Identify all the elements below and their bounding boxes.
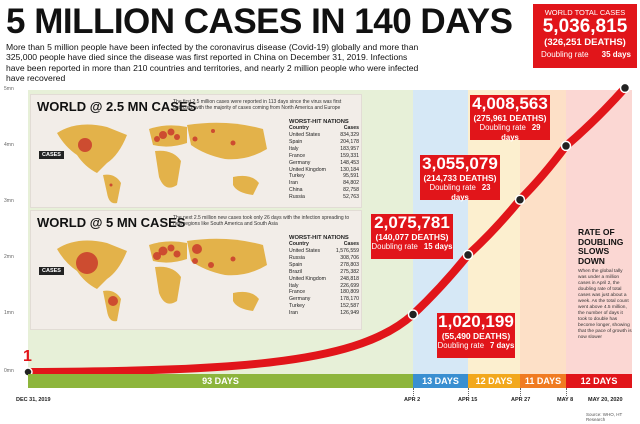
y-tick-label: 5mn (4, 86, 14, 92)
data-point (514, 194, 526, 205)
table-row: France 159,331 (289, 152, 359, 159)
x-date-label: APR 2 (404, 397, 421, 403)
data-point (619, 82, 631, 94)
page-subtitle: More than 5 million people have been inf… (6, 42, 419, 84)
callout-doubling-rate: Doubling rate 15 days (371, 242, 453, 251)
callout-2mn: 2,075,781 (140,077 DEATHS) Doubling rate… (371, 214, 453, 259)
x-date-label: APR 15 (458, 397, 478, 403)
y-tick-label: 0mn (4, 368, 14, 374)
y-tick-label: 1mn (4, 310, 14, 316)
callout-doubling-rate: Doubling rate 29 days (479, 123, 541, 142)
table-row: Spain 278,803 (289, 261, 359, 268)
table-row: United States 1,576,559 (289, 248, 359, 254)
table-row: Germany 148,453 (289, 159, 359, 166)
worst-hit-table: WORST-HIT NATIONS Country Cases United St… (289, 119, 359, 201)
total-cases: 5,036,815 (542, 16, 628, 37)
data-point (462, 249, 474, 261)
world-total-box: WORLD TOTAL CASES 5,036,815 (326,251 DEA… (533, 4, 637, 68)
data-point (407, 309, 419, 320)
date-tick (520, 388, 521, 396)
callout-deaths: (55,490 DEATHS) (441, 331, 511, 341)
callout-deaths: (275,961 DEATHS) (473, 113, 547, 123)
table-row: United States 834,329 (289, 132, 359, 138)
page-title: 5 MILLION CASES IN 140 DAYS (6, 2, 513, 41)
panel-description: The next 2.5 million new cases took only… (173, 215, 350, 227)
table-row: Italy 226,699 (289, 282, 359, 289)
table-row: Iran 84,802 (289, 180, 359, 187)
date-tick (413, 388, 414, 396)
table-row: Russia 308,706 (289, 254, 359, 261)
total-deaths: (326,251 DEATHS) (544, 37, 626, 48)
x-date-label: DEC 31, 2019 (16, 397, 51, 403)
table-row: Brazil 275,382 (289, 268, 359, 275)
date-tick (468, 388, 469, 396)
callout-doubling-rate: Doubling rate 23 days (429, 183, 491, 202)
table-title: WORST-HIT NATIONS (289, 119, 349, 125)
rate-note-heading: RATE OF DOUBLING SLOWS DOWN (578, 227, 624, 266)
y-tick-label: 4mn (4, 142, 14, 148)
duration-segment: 93 DAYS (28, 374, 413, 388)
table-row: Russia 52,763 (289, 194, 359, 201)
callout-cases: 4,008,563 (472, 94, 548, 113)
x-date-label: MAY 8 (557, 397, 574, 403)
table-row: Iran 126,949 (289, 310, 359, 317)
start-value-label: 1 (23, 348, 32, 365)
table-row: United Kingdom 130,184 (289, 166, 359, 173)
table-row: Turkey 95,591 (289, 173, 359, 180)
cases-legend-tag: CASES (39, 151, 64, 159)
table-header: Country Cases (289, 125, 359, 131)
world-map (57, 122, 267, 204)
callout-3mn: 3,055,079 (214,733 DEATHS) Doubling rate… (420, 154, 500, 202)
total-doubling-rate: Doubling rate 35 days (541, 50, 631, 59)
table-row: Spain 204,178 (289, 138, 359, 145)
table-header: Country Cases (289, 241, 359, 247)
panel-heading: WORLD @ 2.5 MN CASES (37, 99, 197, 114)
source-note: Source: WHO, HT Research (586, 412, 623, 422)
duration-segment: 12 DAYS (566, 374, 632, 388)
callout-cases: 3,055,079 (422, 154, 498, 173)
world-map (57, 238, 267, 322)
duration-segment: 13 DAYS (413, 374, 468, 388)
y-tick-label: 2mn (4, 254, 14, 260)
duration-segment: 11 DAYS (520, 374, 566, 388)
callout-deaths: (214,733 DEATHS) (423, 173, 497, 183)
duration-segment: 12 DAYS (468, 374, 520, 388)
cases-legend-tag: CASES (39, 267, 64, 275)
rate-note-body: When the global tally was under a millio… (578, 269, 632, 340)
x-date-label: MAY 20, 2020 (588, 397, 623, 403)
panel-heading: WORLD @ 5 MN CASES (37, 215, 186, 230)
table-row: Turkey 152,587 (289, 303, 359, 310)
table-row: Germany 178,170 (289, 296, 359, 303)
map-panel-2-5mn: WORLD @ 2.5 MN CASES The first 2.5 milli… (30, 94, 362, 208)
map-panel-5mn: WORLD @ 5 MN CASES The next 2.5 million … (30, 210, 362, 330)
table-row: United Kingdom 248,818 (289, 275, 359, 282)
worst-hit-table: WORST-HIT NATIONS Country Cases United St… (289, 235, 359, 317)
date-tick (566, 388, 567, 396)
table-row: China 82,758 (289, 187, 359, 194)
callout-doubling-rate: Doubling rate 7 days (437, 341, 515, 350)
y-tick-label: 3mn (4, 198, 14, 204)
table-row: Italy 183,957 (289, 145, 359, 152)
data-point (560, 140, 572, 152)
panel-description: The first 2.5 million cases were reporte… (173, 99, 342, 111)
callout-1mn: 1,020,199 (55,490 DEATHS) Doubling rate 7… (437, 313, 515, 358)
total-label: WORLD TOTAL CASES (544, 8, 626, 17)
table-row: France 180,809 (289, 289, 359, 296)
callout-deaths: (140,077 DEATHS) (375, 232, 449, 242)
callout-4mn: 4,008,563 (275,961 DEATHS) Doubling rate… (470, 94, 550, 142)
table-title: WORST-HIT NATIONS (289, 235, 349, 241)
callout-cases: 1,020,199 (438, 312, 514, 331)
rate-of-doubling-note: RATE OF DOUBLING SLOWS DOWN When the glo… (578, 227, 632, 341)
x-date-label: APR 27 (511, 397, 531, 403)
callout-cases: 2,075,781 (374, 213, 450, 232)
